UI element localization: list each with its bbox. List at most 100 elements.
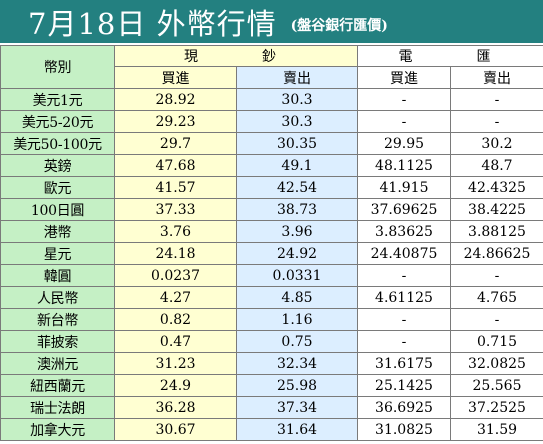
cash-sell-cell: 3.96 xyxy=(236,220,358,243)
wire-buy-header: 買進 xyxy=(357,66,451,89)
table-row: 美元50-100元 29.7 30.35 29.95 30.2 xyxy=(0,132,543,155)
cash-buy-cell: 29.7 xyxy=(114,132,237,155)
currency-cell: 100日圓 xyxy=(0,198,115,221)
currency-cell: 韓圓 xyxy=(0,264,115,287)
wire-sell-cell: 3.88125 xyxy=(450,220,543,243)
wire-buy-cell: - xyxy=(357,308,451,331)
cash-sell-cell: 49.1 xyxy=(236,154,358,177)
currency-cell: 英鎊 xyxy=(0,154,115,177)
cash-sell-cell: 0.0331 xyxy=(236,264,358,287)
rate-rows: 美元1元 28.92 30.3- - 美元5-20元 29.23 30.3- - 美元50-10… xyxy=(0,88,543,441)
cash-buy-cell: 0.47 xyxy=(114,330,237,353)
wire-buy-cell: 29.95 xyxy=(357,132,451,155)
cash-sell-cell: 0.75 xyxy=(236,330,358,353)
wire-buy-cell: 3.83625 xyxy=(357,220,451,243)
cash-sell-cell: 24.92 xyxy=(236,242,358,265)
cash-sell-cell: 1.16 xyxy=(236,308,358,331)
wire-sell-cell: 30.2 xyxy=(450,132,543,155)
page-header: 7月18日 外幣行情 (盤谷銀行匯價) xyxy=(0,0,543,43)
table-row: 100日圓 37.33 38.73 37.69625 38.4225 xyxy=(0,198,543,221)
cash-buy-cell: 0.82 xyxy=(114,308,237,331)
table-row: 歐元 41.57 42.54 41.915 42.4325 xyxy=(0,176,543,199)
currency-cell: 歐元 xyxy=(0,176,115,199)
table-row: 港幣 3.76 3.96 3.83625 3.88125 xyxy=(0,220,543,243)
currency-cell: 人民幣 xyxy=(0,286,115,309)
cash-buy-cell: 47.68 xyxy=(114,154,237,177)
wire-buy-cell: 31.0825 xyxy=(357,418,451,441)
cash-sell-cell: 32.34 xyxy=(236,352,358,375)
currency-cell: 美元1元 xyxy=(0,88,115,111)
currency-column-header: 幣別 xyxy=(0,45,115,89)
wire-sell-cell: - xyxy=(450,264,543,287)
wire-sell-cell: 25.565 xyxy=(450,374,543,397)
cash-sell-cell: 42.54 xyxy=(236,176,358,199)
currency-cell: 美元5-20元 xyxy=(0,110,115,133)
cash-sell-header: 賣出 xyxy=(236,66,358,89)
wire-sell-cell: 32.0825 xyxy=(450,352,543,375)
wire-sell-cell: - xyxy=(450,88,543,111)
currency-cell: 美元50-100元 xyxy=(0,132,115,155)
wire-buy-cell: 37.69625 xyxy=(357,198,451,221)
exchange-rate-table: 幣別 現 鈔 電 匯 買進 賣出 買進 賣出 美元1元 28.92 30.3- - 美元… xyxy=(0,45,543,441)
wire-sell-cell: 48.7 xyxy=(450,154,543,177)
currency-cell: 瑞士法朗 xyxy=(0,396,115,419)
wire-sell-cell: - xyxy=(450,110,543,133)
cash-buy-cell: 41.57 xyxy=(114,176,237,199)
table-row: 英鎊 47.68 49.1 48.1125 48.7 xyxy=(0,154,543,177)
wire-group-header: 電 匯 xyxy=(357,45,543,67)
wire-buy-cell: 48.1125 xyxy=(357,154,451,177)
cash-buy-cell: 0.0237 xyxy=(114,264,237,287)
cash-sell-cell: 37.34 xyxy=(236,396,358,419)
wire-sell-header: 賣出 xyxy=(450,66,543,89)
page-title: 7月18日 外幣行情 xyxy=(28,6,277,41)
wire-sell-cell: 31.59 xyxy=(450,418,543,441)
wire-buy-cell: - xyxy=(357,330,451,353)
currency-cell: 菲披索 xyxy=(0,330,115,353)
currency-cell: 港幣 xyxy=(0,220,115,243)
table-row: 紐西蘭元 24.9 25.98 25.1425 25.565 xyxy=(0,374,543,397)
currency-cell: 星元 xyxy=(0,242,115,265)
wire-buy-cell: 24.40875 xyxy=(357,242,451,265)
cash-buy-cell: 29.23 xyxy=(114,110,237,133)
cash-sell-cell: 30.3 xyxy=(236,88,358,111)
cash-sell-cell: 30.35 xyxy=(236,132,358,155)
wire-buy-cell: - xyxy=(357,264,451,287)
table-row: 人民幣 4.27 4.85 4.61125 4.765 xyxy=(0,286,543,309)
cash-sell-cell: 30.3 xyxy=(236,110,358,133)
cash-buy-header: 買進 xyxy=(114,66,237,89)
table-row: 菲披索 0.47 0.75-0.715 xyxy=(0,330,543,353)
wire-buy-cell: 36.6925 xyxy=(357,396,451,419)
cash-buy-cell: 24.18 xyxy=(114,242,237,265)
cash-buy-cell: 31.23 xyxy=(114,352,237,375)
table-row: 澳洲元 31.23 32.34 31.6175 32.0825 xyxy=(0,352,543,375)
table-row: 瑞士法朗 36.28 37.34 36.6925 37.2525 xyxy=(0,396,543,419)
currency-cell: 紐西蘭元 xyxy=(0,374,115,397)
wire-buy-cell: - xyxy=(357,88,451,111)
table-row: 星元 24.18 24.92 24.40875 24.86625 xyxy=(0,242,543,265)
cash-buy-cell: 36.28 xyxy=(114,396,237,419)
wire-sell-cell: 37.2525 xyxy=(450,396,543,419)
wire-sell-cell: 24.86625 xyxy=(450,242,543,265)
wire-buy-cell: 31.6175 xyxy=(357,352,451,375)
cash-buy-cell: 4.27 xyxy=(114,286,237,309)
table-row: 新台幣 0.82 1.16- - xyxy=(0,308,543,331)
cash-buy-cell: 30.67 xyxy=(114,418,237,441)
table-subheader-row: 買進 賣出 買進 賣出 xyxy=(1,66,543,89)
currency-cell: 加拿大元 xyxy=(0,418,115,441)
wire-sell-cell: 42.4325 xyxy=(450,176,543,199)
wire-sell-cell: 0.715 xyxy=(450,330,543,353)
currency-cell: 澳洲元 xyxy=(0,352,115,375)
wire-sell-cell: 38.4225 xyxy=(450,198,543,221)
cash-group-header: 現 鈔 xyxy=(114,45,358,67)
cash-sell-cell: 4.85 xyxy=(236,286,358,309)
cash-sell-cell: 25.98 xyxy=(236,374,358,397)
wire-buy-cell: - xyxy=(357,110,451,133)
wire-sell-cell: 4.765 xyxy=(450,286,543,309)
currency-cell: 新台幣 xyxy=(0,308,115,331)
table-row: 韓圓 0.0237 0.0331- - xyxy=(0,264,543,287)
page-subtitle: (盤谷銀行匯價) xyxy=(290,17,388,34)
table-row: 美元1元 28.92 30.3- - xyxy=(0,88,543,111)
table-header-row: 幣別 現 鈔 電 匯 xyxy=(0,45,543,89)
cash-sell-cell: 31.64 xyxy=(236,418,358,441)
wire-buy-cell: 41.915 xyxy=(357,176,451,199)
